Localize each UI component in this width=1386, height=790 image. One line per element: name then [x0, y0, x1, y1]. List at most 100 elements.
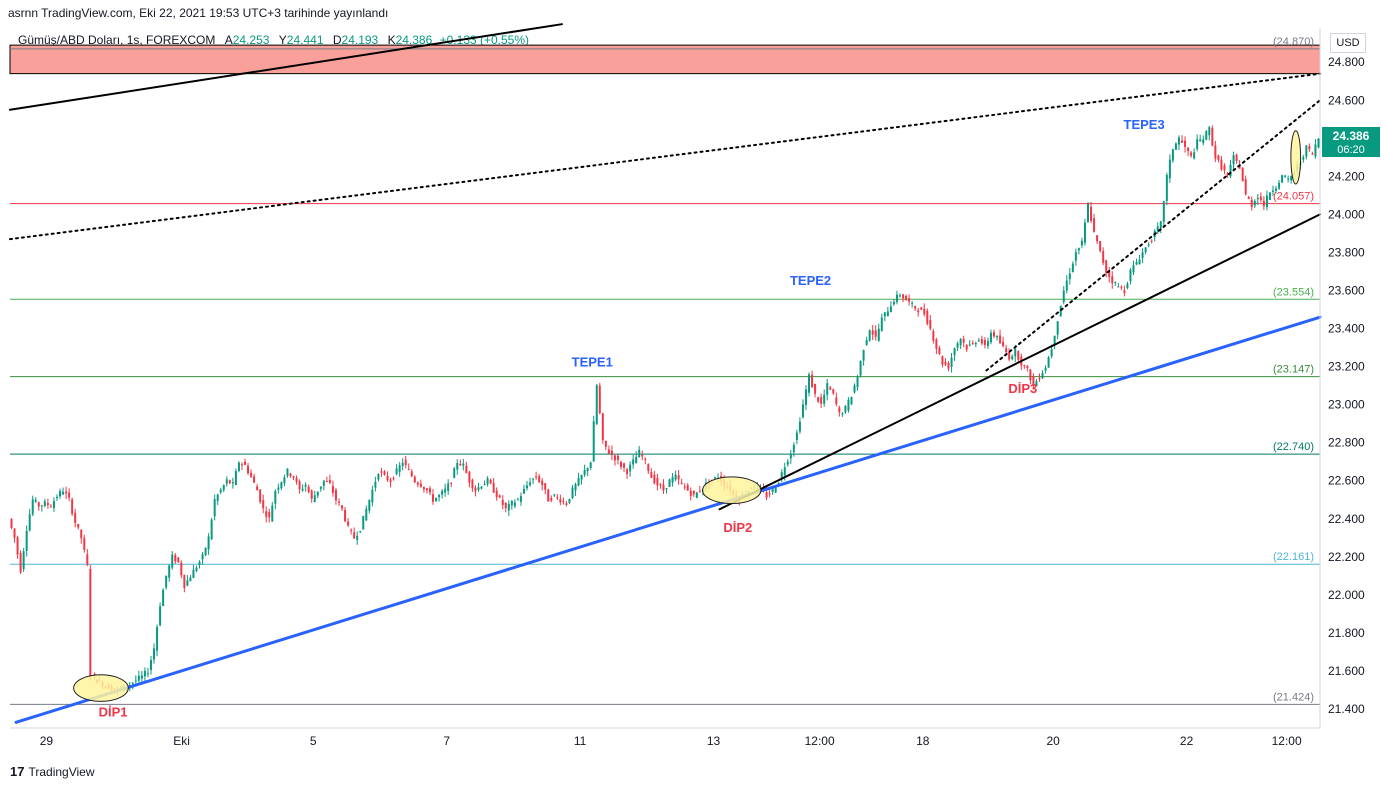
candle-body [350, 529, 353, 531]
candle-body [889, 306, 892, 313]
candle-body [908, 298, 911, 302]
candle-body [1117, 286, 1120, 288]
candle-body [589, 462, 592, 469]
highlight-ellipse-0[interactable] [73, 674, 129, 702]
highlight-ellipse-2[interactable] [1290, 130, 1302, 185]
candle-body [46, 502, 49, 506]
candle-body [1205, 131, 1208, 140]
candle-body [977, 340, 980, 342]
candle-body [962, 338, 965, 343]
candle-body [771, 488, 774, 492]
candle-body [1214, 145, 1217, 159]
candle-body [1232, 155, 1235, 165]
candle-body [474, 487, 477, 492]
candle-body [37, 502, 40, 507]
candle-body [1199, 139, 1202, 142]
candle-body [647, 464, 650, 471]
candle-body [298, 481, 301, 490]
candle-body [447, 483, 450, 491]
candle-body [950, 357, 953, 367]
candle-body [80, 529, 83, 539]
price-tick-label: 24.000 [1328, 207, 1365, 221]
annotation-tepe3[interactable]: TEPE3 [1124, 117, 1165, 132]
currency-button[interactable]: USD [1330, 33, 1366, 53]
trendline-dotted-upper[interactable] [9, 72, 1321, 241]
highlight-ellipse-1[interactable] [702, 476, 762, 505]
candle-body [195, 567, 198, 571]
annotation-di̇p1[interactable]: DİP1 [99, 705, 128, 720]
candle-body [1217, 155, 1220, 160]
candle-body [1062, 290, 1065, 303]
candle-body [368, 499, 371, 511]
candle-body [659, 484, 662, 486]
candle-body [1105, 260, 1108, 273]
candle-body [1302, 157, 1305, 160]
candle-body [34, 499, 37, 502]
candle-body [140, 675, 143, 679]
candle-body [347, 521, 350, 526]
candle-body [462, 463, 465, 466]
candle-body [996, 335, 999, 338]
candle-body [359, 531, 362, 533]
candle-body [1044, 367, 1047, 371]
candle-body [498, 495, 501, 498]
candle-body [780, 472, 783, 480]
annotation-di̇p3[interactable]: DİP3 [1008, 381, 1037, 396]
candle-body [1171, 149, 1174, 161]
candle-body [1056, 321, 1059, 335]
candle-body [495, 490, 498, 498]
candle-body [331, 485, 334, 493]
candle-body [55, 496, 58, 499]
candle-body [956, 343, 959, 348]
candle-body [365, 508, 368, 521]
time-tick-label: 22 [1180, 734, 1194, 748]
candle-body [1132, 265, 1135, 273]
candle-body [610, 450, 613, 456]
candle-body [968, 344, 971, 346]
annotation-di̇p2[interactable]: DİP2 [723, 520, 752, 535]
level-label-3: (23.147) [1273, 364, 1314, 376]
trendline-dotted-support[interactable] [985, 99, 1321, 372]
candle-body [1114, 282, 1117, 284]
candle-body [362, 515, 365, 530]
price-tick-label: 24.600 [1328, 93, 1365, 107]
candle-body [829, 387, 832, 390]
candle-body [1253, 201, 1256, 206]
candle-body [1029, 369, 1032, 381]
candle-body [911, 303, 914, 305]
candle-body [1008, 352, 1011, 360]
candle-body [980, 338, 983, 344]
annotation-tepe2[interactable]: TEPE2 [790, 273, 831, 288]
candle-body [1120, 286, 1123, 288]
level-label-4: (22.740) [1273, 441, 1314, 453]
candle-body [334, 490, 337, 501]
candle-body [1147, 244, 1150, 246]
symbol-name[interactable]: Gümüş/ABD Doları, 1s, FOREXCOM [18, 33, 216, 47]
trendline-black-upper[interactable] [9, 23, 563, 111]
last-price-value: 24.386 [1333, 129, 1370, 143]
trendline-black-support[interactable] [718, 213, 1321, 511]
price-tick-label: 23.200 [1328, 360, 1365, 374]
candle-body [959, 338, 962, 346]
candle-body [265, 511, 268, 517]
candle-body [914, 306, 917, 309]
annotation-tepe1[interactable]: TEPE1 [572, 355, 613, 370]
candle-body [480, 486, 483, 489]
candle-body [898, 295, 901, 297]
last-price-countdown: 06:20 [1337, 144, 1365, 156]
trendline-blue-uptrend[interactable] [14, 315, 1322, 724]
candle-body [1129, 269, 1132, 282]
candle-body [877, 328, 880, 341]
close-value: 24.386 [395, 33, 433, 47]
candle-body [635, 456, 638, 464]
candle-body [383, 471, 386, 475]
candle-body [1190, 152, 1193, 156]
candle-body [820, 397, 823, 404]
candle-body [471, 479, 474, 489]
candle-body [65, 491, 68, 494]
candle-body [304, 484, 307, 487]
candle-body [662, 484, 665, 491]
candle-body [789, 453, 792, 459]
candle-body [768, 493, 771, 495]
